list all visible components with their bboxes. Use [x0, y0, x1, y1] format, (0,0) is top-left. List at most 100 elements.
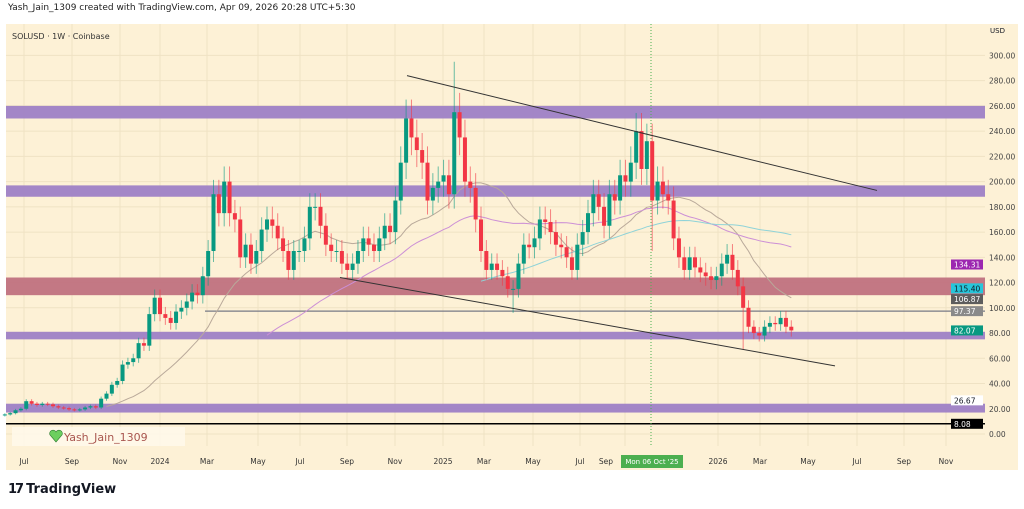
candle-body: [730, 254, 735, 270]
candle: [537, 206, 542, 251]
candle-body: [735, 269, 740, 287]
candle-body: [248, 244, 253, 264]
price-label-box: [951, 418, 983, 429]
candle-body: [628, 162, 633, 182]
candle: [120, 360, 125, 385]
time-tick-label: Mar: [753, 457, 768, 466]
price-chart[interactable]: SOLUSD · 1W · Coinbase USD 0.00 20.00 40.00 6…: [0, 0, 1024, 475]
candle-body: [211, 194, 216, 252]
time-tick-label: May: [525, 457, 541, 466]
candle: [693, 246, 697, 278]
candle: [612, 179, 617, 215]
candle-body: [297, 251, 302, 253]
candle-body: [115, 380, 120, 385]
candle: [190, 284, 195, 310]
candle: [61, 405, 66, 410]
candle-body: [216, 194, 221, 214]
candle-body: [452, 112, 457, 195]
candle: [425, 146, 430, 215]
candle: [334, 240, 339, 262]
candle: [83, 405, 88, 411]
candle-body: [580, 232, 585, 245]
time-tick-label: 2024: [150, 457, 169, 466]
candle-body: [778, 317, 783, 325]
candle: [313, 193, 318, 221]
candle: [489, 253, 494, 280]
candle: [382, 213, 387, 251]
candle: [414, 119, 419, 168]
candle-body: [243, 244, 248, 258]
time-tick-label: Sep: [897, 457, 911, 466]
candle: [93, 404, 98, 410]
candle: [398, 146, 403, 215]
time-tick-label: Jul: [18, 457, 28, 466]
candle: [714, 266, 719, 290]
candle-body: [634, 131, 639, 163]
candle-body: [420, 150, 425, 163]
candle: [751, 320, 756, 340]
price-tick-label: 60.00: [989, 354, 1011, 363]
candle-body: [789, 326, 794, 331]
tradingview-logo[interactable]: 17 TradingView: [8, 482, 116, 497]
candle: [660, 166, 665, 209]
price-label-box: [951, 395, 983, 406]
price-tick-label: 220.00: [989, 152, 1015, 161]
candle-body: [425, 162, 430, 201]
candle-body: [682, 257, 687, 270]
candle: [72, 407, 77, 412]
candle: [516, 253, 521, 298]
candle: [259, 217, 264, 262]
candle: [725, 244, 730, 274]
candle-body: [414, 137, 419, 151]
candle-body: [8, 413, 13, 415]
crosshair-date-box: [621, 455, 683, 468]
candle-body: [644, 141, 649, 169]
candle: [141, 337, 146, 351]
candle: [184, 293, 189, 316]
candle-body: [676, 238, 681, 258]
candle-body: [623, 175, 628, 182]
candle-body: [430, 187, 435, 201]
candle: [559, 233, 564, 259]
candle-body: [222, 181, 227, 214]
candle: [505, 266, 510, 298]
time-tick-label: Mar: [477, 457, 492, 466]
price-label-box: [951, 306, 983, 317]
candle-body: [40, 403, 45, 405]
candle-body: [457, 112, 462, 138]
candle: [457, 92, 462, 156]
candle: [730, 244, 735, 280]
candle-body: [345, 263, 350, 270]
candle-body: [238, 219, 243, 258]
candle-body: [409, 118, 414, 138]
candle-body: [751, 326, 756, 334]
candle: [297, 240, 302, 262]
time-tick-label: 2025: [433, 457, 452, 466]
chart-background: [6, 24, 1018, 470]
candle-body: [77, 409, 82, 411]
candle-body: [767, 322, 772, 327]
price-tick-label: 40.00: [989, 380, 1011, 389]
candle: [238, 206, 243, 268]
candle: [302, 226, 307, 262]
candle: [773, 316, 778, 331]
candle: [366, 226, 371, 257]
candle: [131, 353, 136, 367]
candle-body: [757, 333, 762, 336]
candle: [564, 236, 569, 268]
candle: [286, 240, 291, 280]
price-axis: [985, 24, 1018, 470]
candle-body: [174, 311, 179, 323]
candle-body: [388, 225, 393, 233]
candle-body: [698, 267, 703, 273]
candle-body: [13, 410, 18, 414]
candle: [254, 240, 259, 274]
candle: [441, 159, 446, 197]
candle-body: [500, 269, 505, 277]
candle-body: [446, 175, 451, 195]
candle-body: [511, 288, 516, 290]
candle-body: [468, 181, 473, 188]
candle-body: [441, 175, 446, 182]
candle: [136, 337, 141, 363]
candle: [741, 277, 746, 350]
